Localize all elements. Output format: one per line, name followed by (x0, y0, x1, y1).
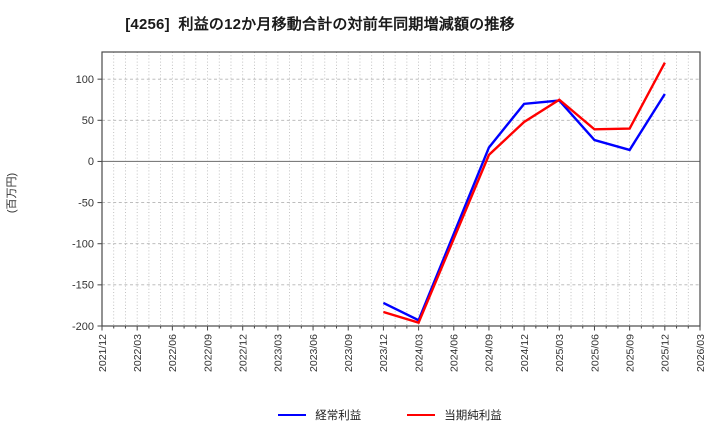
x-tick-label: 2024/09 (484, 334, 496, 372)
plot-border (101, 51, 701, 327)
x-tick-label: 2026/03 (695, 334, 707, 372)
y-tick-label: -150 (72, 280, 94, 292)
x-tick-label: 2025/12 (660, 334, 672, 372)
x-tick-label: 2023/09 (343, 334, 355, 372)
x-tick-label: 2025/06 (589, 334, 601, 372)
y-tick-label: -100 (72, 239, 94, 251)
legend-item-net-profit: 当期純利益 (407, 407, 502, 423)
x-tick-label: 2023/12 (378, 334, 390, 372)
net-profit-line (383, 62, 666, 325)
x-tick-label: 2022/12 (238, 334, 250, 372)
x-tick-label: 2024/06 (449, 334, 461, 372)
net-profit-line-swatch (407, 414, 436, 416)
x-tick-label: 2022/09 (202, 334, 214, 372)
y-tick-label: 100 (76, 74, 94, 86)
x-tick-label: 2024/12 (519, 334, 531, 372)
ordinary-profit-line (382, 93, 666, 322)
y-tick-label: 0 (88, 156, 94, 168)
y-tick-label: -50 (78, 197, 94, 209)
net-profit-legend-label: 当期純利益 (444, 410, 502, 422)
x-tick-label: 2025/09 (624, 334, 636, 372)
legend-item-ordinary-profit: 経常利益 (278, 407, 361, 423)
y-axis-label: (百万円) (6, 173, 18, 213)
x-tick-label: 2024/03 (413, 334, 425, 372)
x-tick-label: 2025/03 (554, 334, 566, 372)
ordinary-profit-legend-label: 経常利益 (315, 410, 362, 422)
chart-title: [4256] 利益の12か月移動合計の対前年同期増減額の推移 (125, 16, 515, 33)
y-tick-label: 50 (82, 115, 94, 127)
y-tick-label: -200 (72, 321, 94, 333)
legend: 経常利益 当期純利益 (60, 407, 720, 423)
ordinary-profit-line-swatch (278, 414, 307, 416)
x-tick-label: 2022/03 (132, 334, 144, 372)
x-tick-label: 2022/06 (167, 334, 179, 372)
x-tick-label: 2023/03 (273, 334, 285, 372)
x-tick-label: 2021/12 (97, 334, 109, 372)
x-tick-label: 2023/06 (308, 334, 320, 372)
